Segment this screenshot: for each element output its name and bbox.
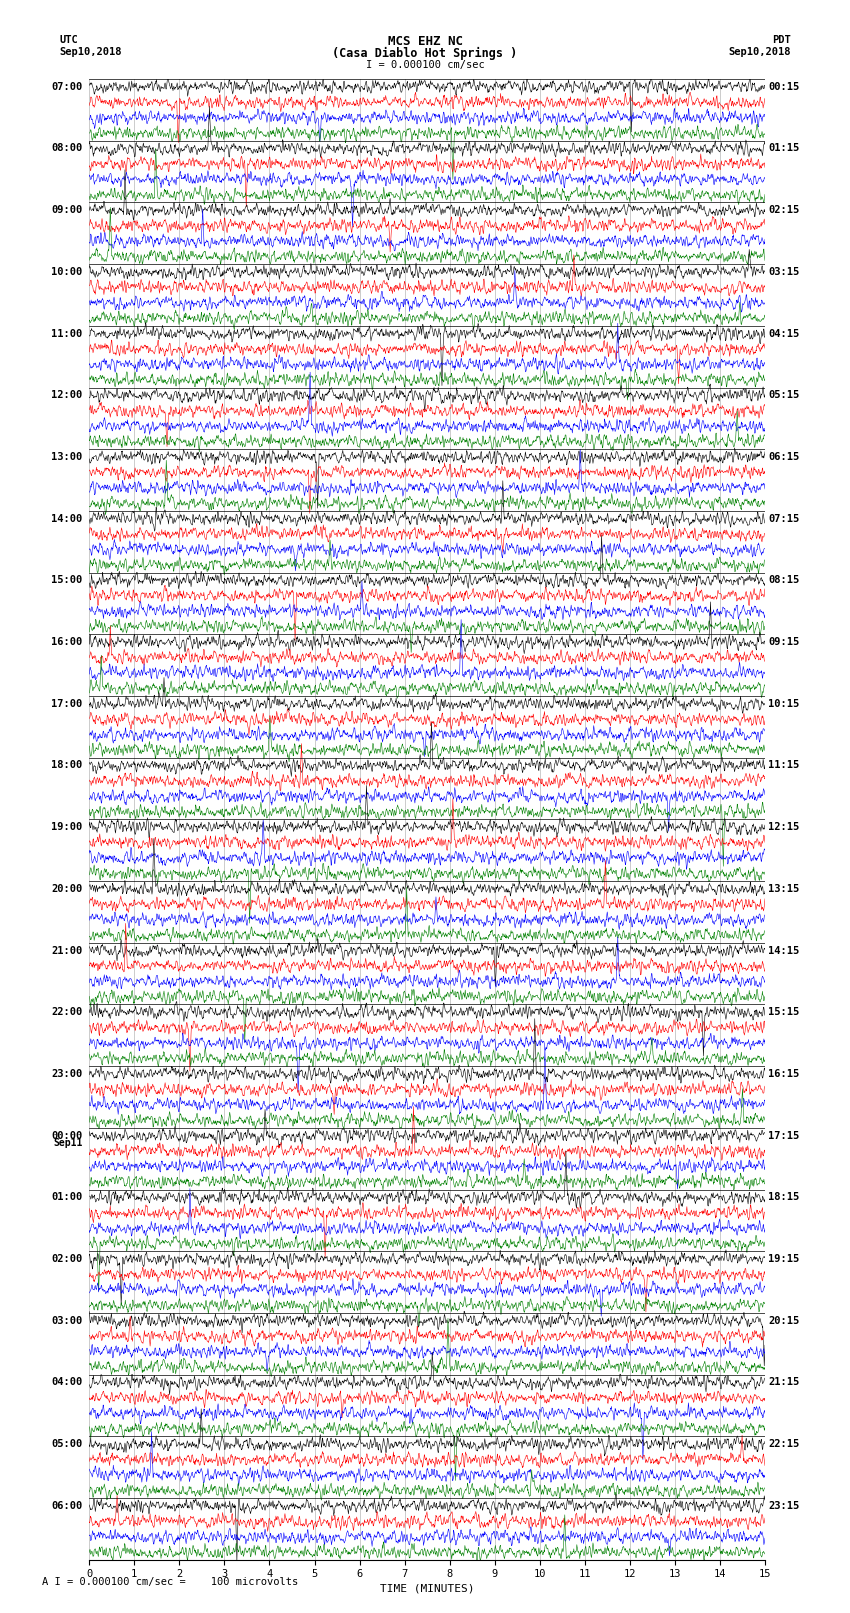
Text: 19:00: 19:00 xyxy=(51,823,82,832)
Text: Sep10,2018: Sep10,2018 xyxy=(728,47,791,56)
Text: 18:00: 18:00 xyxy=(51,760,82,771)
Text: 16:15: 16:15 xyxy=(768,1069,800,1079)
Text: 07:15: 07:15 xyxy=(768,513,800,524)
Text: 13:15: 13:15 xyxy=(768,884,800,894)
Text: 00:00: 00:00 xyxy=(51,1131,82,1140)
Text: 19:15: 19:15 xyxy=(768,1253,800,1265)
Text: Sep11: Sep11 xyxy=(53,1139,82,1148)
Text: PDT: PDT xyxy=(772,35,791,45)
Text: 22:15: 22:15 xyxy=(768,1439,800,1448)
Text: 14:00: 14:00 xyxy=(51,513,82,524)
Text: 13:00: 13:00 xyxy=(51,452,82,461)
Text: 01:00: 01:00 xyxy=(51,1192,82,1202)
Text: 15:15: 15:15 xyxy=(768,1007,800,1018)
Text: 05:15: 05:15 xyxy=(768,390,800,400)
Text: 11:15: 11:15 xyxy=(768,760,800,771)
Text: 18:15: 18:15 xyxy=(768,1192,800,1202)
Text: 17:15: 17:15 xyxy=(768,1131,800,1140)
Text: 23:15: 23:15 xyxy=(768,1500,800,1511)
Text: 11:00: 11:00 xyxy=(51,329,82,339)
Text: 10:15: 10:15 xyxy=(768,698,800,708)
Text: 21:00: 21:00 xyxy=(51,945,82,955)
Text: 03:15: 03:15 xyxy=(768,266,800,277)
Text: 12:15: 12:15 xyxy=(768,823,800,832)
Text: Sep10,2018: Sep10,2018 xyxy=(60,47,122,56)
Text: 06:15: 06:15 xyxy=(768,452,800,461)
Text: 00:15: 00:15 xyxy=(768,82,800,92)
Text: 09:15: 09:15 xyxy=(768,637,800,647)
Text: 02:15: 02:15 xyxy=(768,205,800,215)
Text: 06:00: 06:00 xyxy=(51,1500,82,1511)
Text: 10:00: 10:00 xyxy=(51,266,82,277)
Text: 01:15: 01:15 xyxy=(768,144,800,153)
Text: 02:00: 02:00 xyxy=(51,1253,82,1265)
Text: 21:15: 21:15 xyxy=(768,1378,800,1387)
Text: 15:00: 15:00 xyxy=(51,576,82,586)
Text: 16:00: 16:00 xyxy=(51,637,82,647)
Text: UTC: UTC xyxy=(60,35,78,45)
Text: A I = 0.000100 cm/sec =    100 microvolts: A I = 0.000100 cm/sec = 100 microvolts xyxy=(42,1578,298,1587)
Text: 04:15: 04:15 xyxy=(768,329,800,339)
Text: 17:00: 17:00 xyxy=(51,698,82,708)
Text: 07:00: 07:00 xyxy=(51,82,82,92)
Text: 14:15: 14:15 xyxy=(768,945,800,955)
Text: 09:00: 09:00 xyxy=(51,205,82,215)
Text: 12:00: 12:00 xyxy=(51,390,82,400)
Text: 08:00: 08:00 xyxy=(51,144,82,153)
Text: 03:00: 03:00 xyxy=(51,1316,82,1326)
X-axis label: TIME (MINUTES): TIME (MINUTES) xyxy=(380,1584,474,1594)
Text: MCS EHZ NC: MCS EHZ NC xyxy=(388,35,462,48)
Text: 22:00: 22:00 xyxy=(51,1007,82,1018)
Text: 05:00: 05:00 xyxy=(51,1439,82,1448)
Text: 08:15: 08:15 xyxy=(768,576,800,586)
Text: (Casa Diablo Hot Springs ): (Casa Diablo Hot Springs ) xyxy=(332,47,518,60)
Text: 04:00: 04:00 xyxy=(51,1378,82,1387)
Text: 23:00: 23:00 xyxy=(51,1069,82,1079)
Text: 20:00: 20:00 xyxy=(51,884,82,894)
Text: 20:15: 20:15 xyxy=(768,1316,800,1326)
Text: I = 0.000100 cm/sec: I = 0.000100 cm/sec xyxy=(366,60,484,69)
